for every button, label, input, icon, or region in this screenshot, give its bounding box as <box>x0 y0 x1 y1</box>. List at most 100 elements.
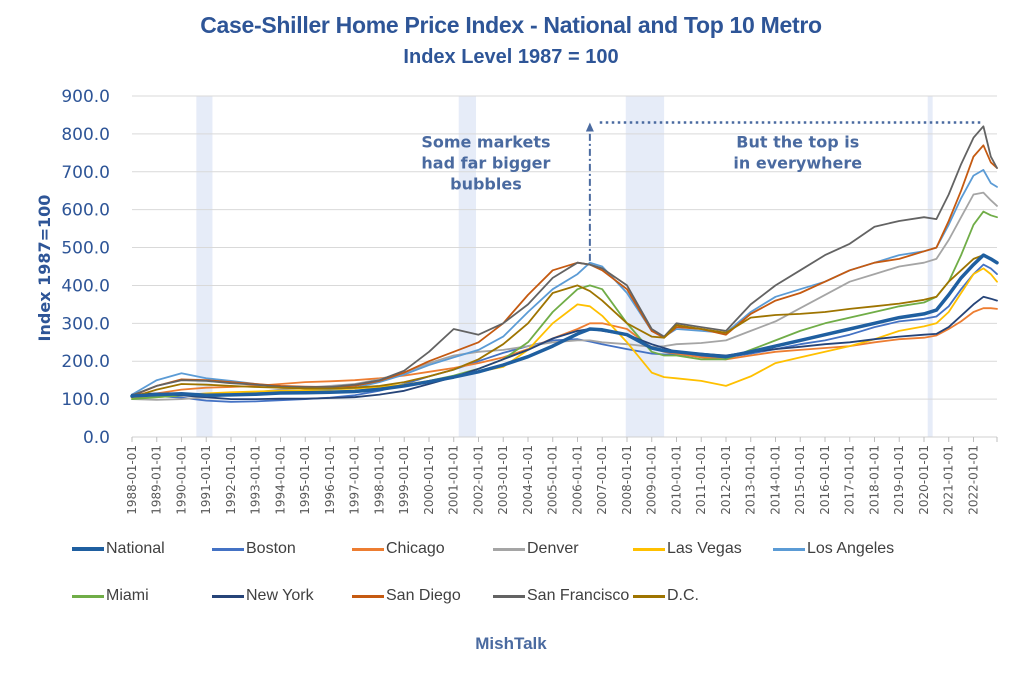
legend-label: D.C. <box>667 587 699 604</box>
y-tick-label: 0.0 <box>83 428 110 448</box>
x-tick-label: 1989-01-01 <box>150 445 164 515</box>
recession-band <box>927 96 933 437</box>
legend-swatch <box>633 547 665 551</box>
x-tick-label: 2011-01-01 <box>694 445 708 515</box>
y-tick-label: 200.0 <box>61 352 110 372</box>
x-tick-label: 2022-01-01 <box>966 445 980 515</box>
x-tick-label: 2003-01-01 <box>496 445 510 515</box>
chart-title: Case-Shiller Home Price Index - National… <box>200 12 822 38</box>
series-line-chicago <box>131 307 998 399</box>
x-tick-label: 2014-01-01 <box>768 445 782 515</box>
x-tick-label: 1993-01-01 <box>249 445 263 515</box>
annotation-text: in everywhere <box>733 153 862 172</box>
y-axis-ticks: 0.0 100.0 200.0 300.0 400.0 500.0 600.0 700.0 80… <box>61 87 110 448</box>
legend-item: Los Angeles <box>773 540 894 558</box>
x-tick-label: 2005-01-01 <box>546 445 560 515</box>
x-tick-label: 2004-01-01 <box>521 445 535 515</box>
legend-item: National <box>72 540 165 558</box>
legend-label: Boston <box>246 540 296 557</box>
y-tick-label: 700.0 <box>61 163 110 183</box>
annotation-text: bubbles <box>450 174 522 193</box>
x-axis: 1988-01-01 1989-01-01 1990-01-01 1991-01-01… <box>125 437 998 515</box>
legend-swatch <box>352 594 384 598</box>
legend-swatch <box>212 594 244 598</box>
legend-swatch <box>212 547 244 551</box>
x-tick-label: 2009-01-01 <box>645 445 659 515</box>
annotations: Some markets had far bigger bubbles But the… <box>421 121 984 261</box>
y-tick-label: 500.0 <box>61 239 110 259</box>
legend-swatch <box>493 547 525 551</box>
x-tick-label: 2007-01-01 <box>595 445 609 515</box>
x-tick-label: 2021-01-01 <box>942 445 956 515</box>
annotation-text: But the top is <box>736 132 859 151</box>
legend-label: Los Angeles <box>807 540 895 557</box>
x-tick-label: 1995-01-01 <box>298 445 312 515</box>
y-tick-label: 800.0 <box>61 125 110 145</box>
series-line-national <box>130 253 999 398</box>
x-tick-label: 2018-01-01 <box>867 445 881 515</box>
x-tick-label: 2002-01-01 <box>471 445 485 515</box>
series-line-san-francisco <box>131 125 998 397</box>
x-tick-label: 2008-01-01 <box>620 445 634 515</box>
series-line-miami <box>131 210 998 401</box>
x-tick-label: 1996-01-01 <box>323 445 337 515</box>
legend-item: New York <box>212 587 314 605</box>
legend-item: Boston <box>212 540 296 558</box>
recession-bands <box>196 96 933 437</box>
y-tick-label: 400.0 <box>61 276 110 296</box>
legend-label: Denver <box>527 540 579 557</box>
legend-label: New York <box>246 587 314 604</box>
x-tick-label: 2000-01-01 <box>422 445 436 515</box>
x-tick-label: 2001-01-01 <box>447 445 461 515</box>
legend-item: San Francisco <box>493 587 629 605</box>
legend-item: Denver <box>493 540 579 558</box>
legend-label: Miami <box>106 587 149 604</box>
legend-label: San Francisco <box>527 587 630 604</box>
legend-label: San Diego <box>386 587 461 604</box>
legend-item: Chicago <box>352 540 445 558</box>
y-tick-label: 600.0 <box>61 201 110 221</box>
legend-item: San Diego <box>352 587 461 605</box>
legend-label: National <box>106 540 165 557</box>
legend-label: Las Vegas <box>667 540 742 557</box>
x-tick-label: 1999-01-01 <box>397 445 411 515</box>
x-tick-label: 2015-01-01 <box>793 445 807 515</box>
series-lines <box>130 125 999 403</box>
annotation-text: had far bigger <box>421 153 550 172</box>
x-tick-label: 2012-01-01 <box>719 445 733 515</box>
legend-swatch <box>72 594 104 598</box>
x-tick-label: 2013-01-01 <box>744 445 758 515</box>
y-tick-label: 300.0 <box>61 314 110 334</box>
arrow-up-icon <box>585 122 594 132</box>
x-tick-label: 1991-01-01 <box>199 445 213 515</box>
legend-item: Miami <box>72 587 149 605</box>
legend-swatch <box>773 547 805 551</box>
y-tick-label: 900.0 <box>61 87 110 107</box>
x-tick-label: 1997-01-01 <box>348 445 362 515</box>
recession-band <box>196 96 213 437</box>
legend-swatch <box>352 547 384 551</box>
x-tick-label: 1988-01-01 <box>125 445 139 515</box>
x-tick-label: 2020-01-01 <box>917 445 931 515</box>
x-tick-label: 2006-01-01 <box>570 445 584 515</box>
y-tick-label: 100.0 <box>61 390 110 410</box>
legend-item: Las Vegas <box>633 540 742 558</box>
y-axis-label: Index 1987=100 <box>35 195 54 342</box>
x-tick-label: 2016-01-01 <box>818 445 832 515</box>
recession-band <box>625 96 665 437</box>
legend-swatch <box>493 594 525 598</box>
series-line-denver <box>131 191 998 401</box>
series-line-las-vegas <box>131 267 998 399</box>
x-tick-label: 1998-01-01 <box>372 445 386 515</box>
x-tick-label: 1990-01-01 <box>174 445 188 515</box>
x-tick-label: 2019-01-01 <box>892 445 906 515</box>
x-tick-label: 2010-01-01 <box>669 445 683 515</box>
annotation-text: Some markets <box>421 132 550 151</box>
x-tick-label: 1994-01-01 <box>273 445 287 515</box>
legend-swatch <box>633 594 665 598</box>
series-line-d-c <box>131 254 998 399</box>
chart-subtitle: Index Level 1987 = 100 <box>403 46 619 68</box>
legend-label: Chicago <box>386 540 445 557</box>
legend-item: D.C. <box>633 587 699 605</box>
